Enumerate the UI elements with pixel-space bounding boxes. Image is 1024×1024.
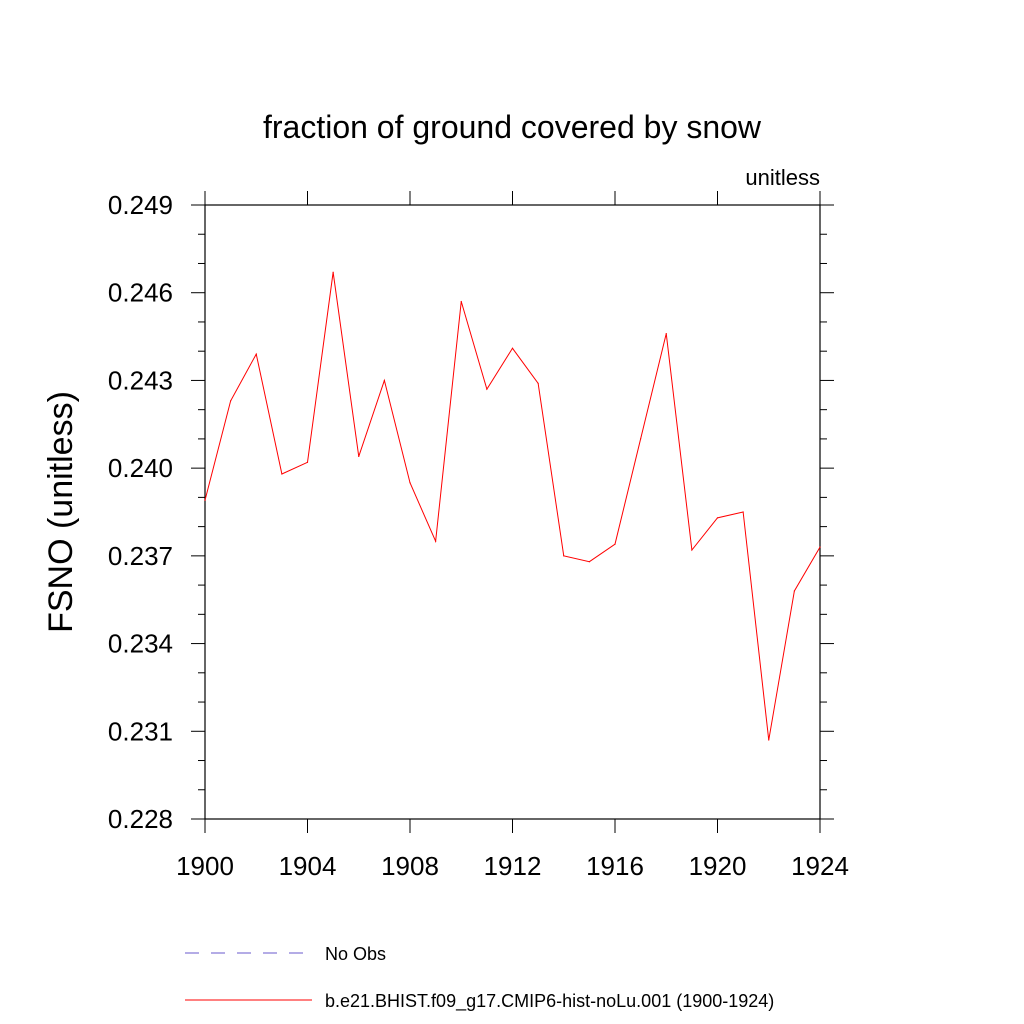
data-point: [716, 517, 719, 519]
y-axis: 0.249 0.246 0.243 0.240 0.237 0.234 0.231 0.228: [108, 190, 834, 834]
data-point: [281, 473, 283, 475]
y-tick-label: 0.234: [108, 629, 173, 659]
data-point: [614, 543, 616, 545]
y-tick-label: 0.228: [108, 804, 173, 834]
data-point: [511, 347, 514, 349]
y-tick-label: 0.249: [108, 190, 173, 220]
data-point: [255, 353, 257, 355]
y-tick-label: 0.243: [108, 365, 173, 395]
data-point: [640, 438, 642, 440]
data-point: [383, 379, 385, 382]
x-tick-label: 1900: [176, 851, 234, 881]
data-point: [306, 461, 309, 463]
x-tick-label: 1908: [381, 851, 439, 881]
data-point: [665, 333, 667, 335]
x-tick-label: 1916: [586, 851, 644, 881]
x-tick-label: 1924: [791, 851, 849, 881]
legend-label-no-obs: No Obs: [325, 944, 386, 964]
units-label: unitless: [745, 165, 820, 190]
data-point: [358, 455, 360, 458]
data-point: [768, 739, 770, 741]
data-point: [691, 549, 693, 551]
data-point: [588, 561, 590, 563]
data-point: [486, 388, 488, 390]
data-point: [537, 382, 539, 384]
y-tick-label: 0.231: [108, 716, 173, 746]
y-tick-label: 0.237: [108, 541, 173, 571]
series-layer: [204, 271, 821, 741]
data-point: [409, 482, 411, 484]
chart-title: fraction of ground covered by snow: [263, 109, 762, 145]
data-point: [819, 546, 821, 548]
plot-frame: [204, 204, 821, 820]
data-point: [435, 540, 437, 542]
y-axis-label: FSNO (unitless): [42, 391, 80, 633]
x-tick-label: 1912: [484, 851, 542, 881]
x-axis: 1900 1904 1908 1912 1916 1920 1924: [176, 191, 849, 881]
series-line: [204, 272, 821, 741]
data-point: [230, 400, 232, 402]
data-point: [460, 300, 462, 303]
data-point: [204, 499, 206, 501]
data-point: [742, 511, 744, 513]
y-tick-label: 0.246: [108, 278, 173, 308]
legend: No Obs b.e21.BHIST.f09_g17.CMIP6-hist-no…: [185, 944, 774, 1012]
legend-label-model: b.e21.BHIST.f09_g17.CMIP6-hist-noLu.001 …: [325, 991, 774, 1012]
data-point: [563, 555, 565, 557]
y-tick-label: 0.240: [108, 453, 173, 483]
data-point: [793, 590, 795, 592]
x-tick-label: 1920: [689, 851, 747, 881]
data-point: [332, 271, 334, 273]
x-tick-label: 1904: [279, 851, 337, 881]
